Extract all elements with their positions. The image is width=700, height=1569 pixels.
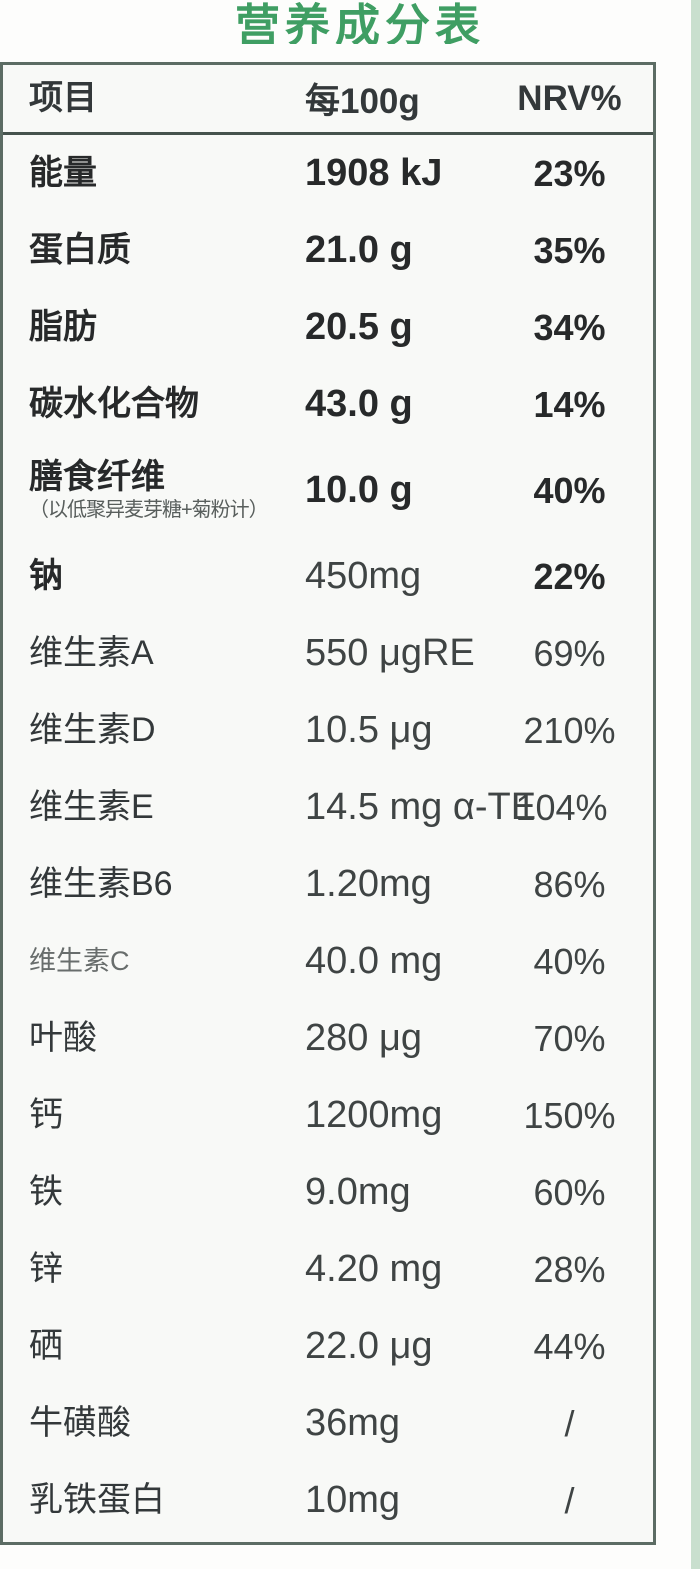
nutrient-nrv: 28% — [533, 1248, 606, 1290]
nutrient-value: 1200mg — [305, 1094, 443, 1136]
nutrient-nrv: 104% — [515, 786, 608, 828]
nutrient-value: 1908 kJ — [305, 152, 443, 194]
table-row: 乳铁蛋白 10mg / — [3, 1462, 653, 1539]
nutrient-value: 14.5 mg α-TE — [305, 786, 537, 828]
nutrient-nrv: 34% — [533, 306, 606, 348]
nutrient-nrv: 35% — [533, 229, 606, 271]
nutrient-label: 硒 — [29, 1326, 63, 1365]
table-row: 维生素C 40.0 mg 40% — [3, 923, 653, 1000]
table-row: 维生素B6 1.20mg 86% — [3, 846, 653, 923]
nutrient-value: 43.0 g — [305, 383, 413, 425]
table-row: 锌 4.20 mg 28% — [3, 1231, 653, 1308]
nutrient-value: 450mg — [305, 555, 422, 597]
title-container: 营养成分表 — [0, 0, 690, 44]
table-row: 能量 1908 kJ 23% — [3, 135, 653, 212]
nutrient-nrv: / — [564, 1479, 575, 1521]
nutrient-nrv: 150% — [523, 1094, 616, 1136]
nutrient-label: 碳水化合物 — [29, 384, 199, 423]
header-item: 项目 — [29, 78, 97, 117]
nutrient-value: 1.20mg — [305, 863, 432, 905]
nutrient-label: 能量 — [29, 153, 97, 192]
nutrient-value: 10.5 μg — [305, 709, 433, 751]
nutrient-label: 维生素D — [29, 710, 156, 749]
nutrient-nrv: 22% — [533, 555, 606, 597]
nutrient-nrv: 44% — [533, 1325, 606, 1367]
nutrient-nrv: 14% — [533, 383, 606, 425]
table-row: 钙 1200mg 150% — [3, 1077, 653, 1154]
nutrient-sublabel: （以低聚异麦芽糖+菊粉计） — [29, 498, 269, 521]
table-row: 脂肪 20.5 g 34% — [3, 289, 653, 366]
nutrient-label: 维生素E — [29, 787, 154, 826]
nutrient-value: 9.0mg — [305, 1171, 411, 1213]
nutrient-nrv: 70% — [533, 1017, 606, 1059]
nutrient-label: 脂肪 — [29, 307, 97, 346]
table-row: 硒 22.0 μg 44% — [3, 1308, 653, 1385]
nutrient-label: 叶酸 — [29, 1018, 97, 1057]
nutrient-label: 乳铁蛋白 — [29, 1480, 165, 1519]
nutrient-label: 钠 — [29, 556, 63, 595]
nutrient-nrv: 40% — [533, 469, 606, 511]
nutrient-value: 22.0 μg — [305, 1325, 433, 1367]
table-row: 膳食纤维 （以低聚异麦芽糖+菊粉计） 10.0 g 40% — [3, 443, 653, 538]
nutrient-value: 36mg — [305, 1402, 401, 1444]
table-row: 蛋白质 21.0 g 35% — [3, 212, 653, 289]
nutrient-nrv: 23% — [533, 152, 606, 194]
nutrient-label: 牛磺酸 — [29, 1403, 131, 1442]
nutrient-label: 铁 — [29, 1172, 63, 1211]
table-row: 牛磺酸 36mg / — [3, 1385, 653, 1462]
table-row: 碳水化合物 43.0 g 14% — [3, 366, 653, 443]
nutrient-label: 膳食纤维 （以低聚异麦芽糖+菊粉计） — [3, 459, 295, 521]
nutrient-label: 蛋白质 — [29, 230, 131, 269]
nutrient-label: 锌 — [29, 1249, 63, 1288]
nutrient-label: 维生素B6 — [29, 864, 173, 903]
table-row: 维生素D 10.5 μg 210% — [3, 692, 653, 769]
nutrient-nrv: 69% — [533, 632, 606, 674]
nutrient-nrv: / — [564, 1402, 575, 1444]
packaging-edge-strip — [691, 0, 700, 1569]
table-row: 铁 9.0mg 60% — [3, 1154, 653, 1231]
nutrient-nrv: 60% — [533, 1171, 606, 1213]
nutrient-label: 钙 — [29, 1095, 63, 1134]
nutrient-nrv: 40% — [533, 940, 606, 982]
nutrient-value: 40.0 mg — [305, 940, 443, 982]
table-body: 能量 1908 kJ 23% 蛋白质 21.0 g 35% 脂肪 20.5 g … — [3, 135, 653, 1539]
table-row: 维生素E 14.5 mg α-TE 104% — [3, 769, 653, 846]
nutrient-nrv: 86% — [533, 863, 606, 905]
nutrient-label: 维生素C — [29, 946, 130, 977]
page-title: 营养成分表 — [234, 0, 485, 44]
nutrient-value: 280 μg — [305, 1017, 422, 1059]
table-row: 维生素A 550 μgRE 69% — [3, 615, 653, 692]
nutrient-value: 4.20 mg — [305, 1248, 443, 1290]
table-row: 叶酸 280 μg 70% — [3, 1000, 653, 1077]
nutrient-value: 550 μgRE — [305, 632, 475, 674]
header-per-100g: 每100g — [305, 82, 420, 121]
table-header-row: 项目 每100g NRV% — [3, 65, 653, 135]
header-nrv: NRV% — [517, 78, 622, 118]
nutrient-value: 20.5 g — [305, 306, 413, 348]
table-row: 钠 450mg 22% — [3, 538, 653, 615]
nutrient-value: 21.0 g — [305, 229, 413, 271]
nutrition-table: 项目 每100g NRV% 能量 1908 kJ 23% 蛋白质 21.0 g … — [0, 62, 656, 1545]
nutrient-value: 10mg — [305, 1479, 401, 1521]
nutrient-label: 维生素A — [29, 633, 154, 672]
nutrient-nrv: 210% — [523, 709, 616, 751]
nutrient-value: 10.0 g — [305, 469, 413, 511]
